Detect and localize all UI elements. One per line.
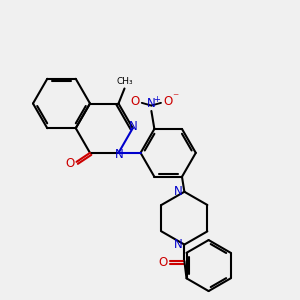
Text: N: N	[128, 120, 137, 133]
Text: N: N	[173, 238, 182, 251]
Text: O: O	[130, 95, 140, 109]
Text: O: O	[65, 157, 74, 170]
Text: N: N	[115, 148, 124, 161]
Text: ⁻: ⁻	[172, 91, 178, 104]
Text: CH₃: CH₃	[117, 76, 134, 85]
Text: N: N	[173, 185, 182, 198]
Text: O: O	[163, 95, 172, 109]
Text: +: +	[153, 95, 160, 104]
Text: O: O	[159, 256, 168, 269]
Text: N: N	[147, 97, 156, 110]
